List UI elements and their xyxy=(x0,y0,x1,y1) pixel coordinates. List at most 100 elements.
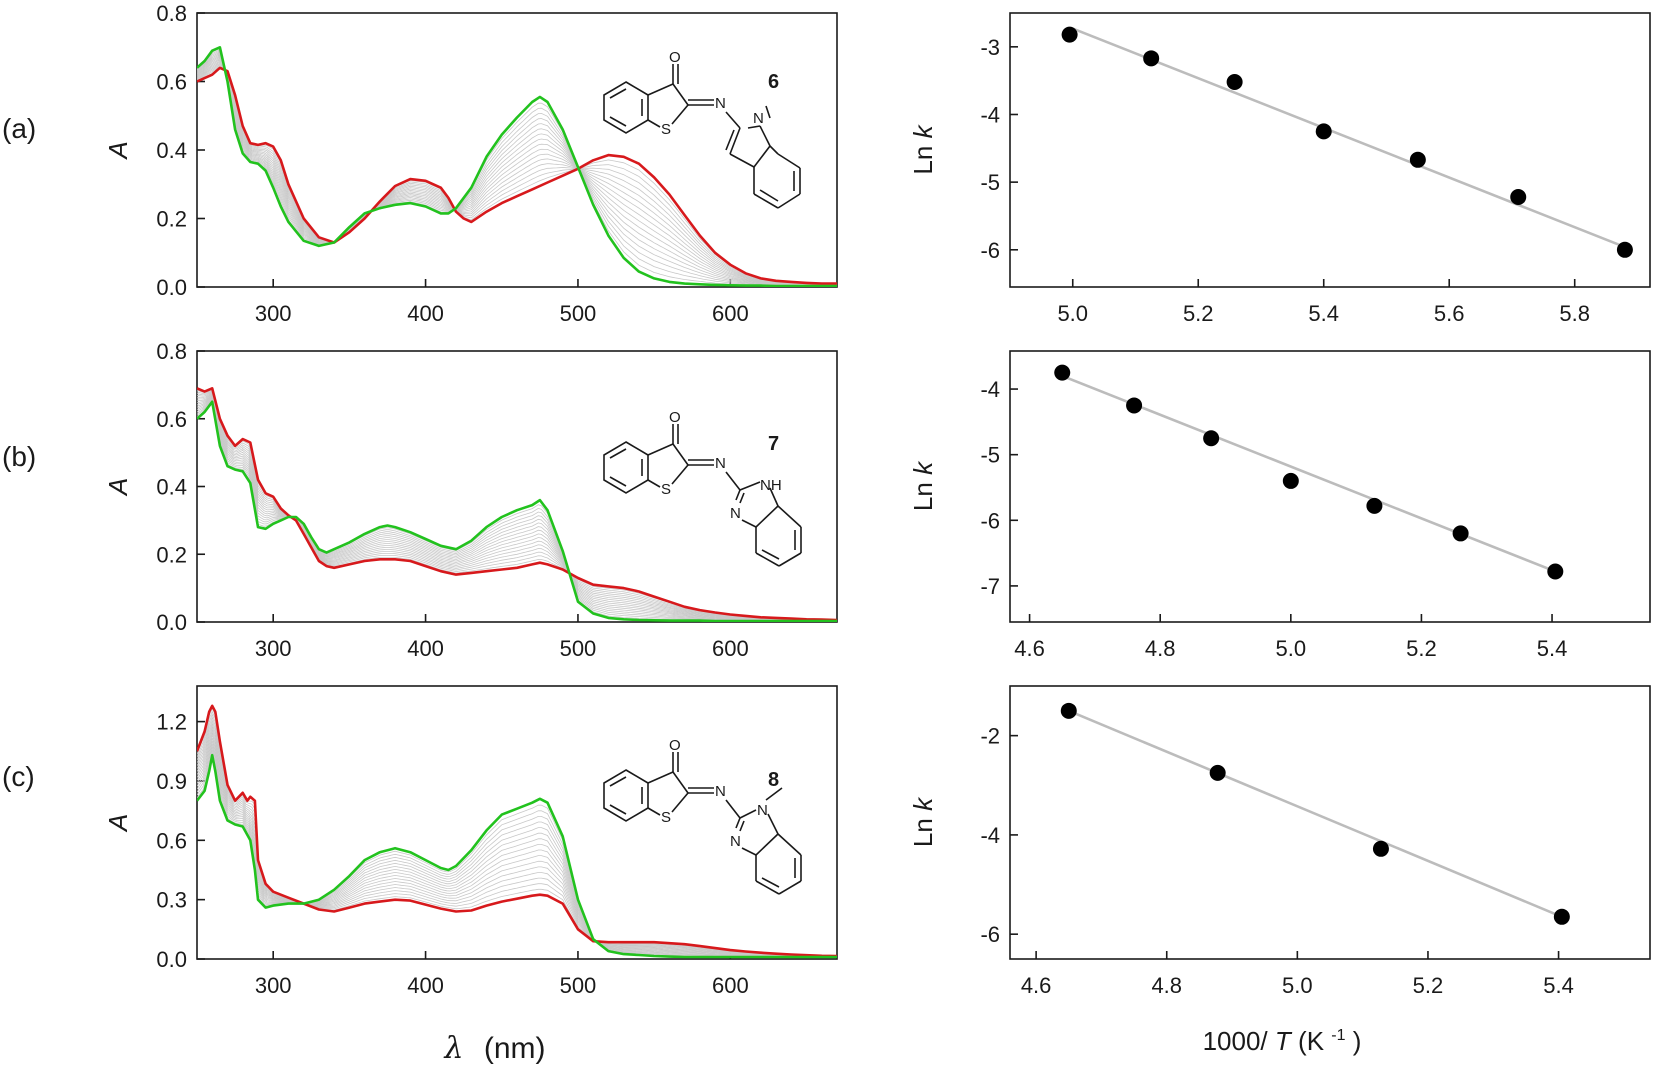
x-tick-label: 600 xyxy=(712,973,749,998)
final-spectrum-line xyxy=(197,386,837,622)
y-tick-label: 0.4 xyxy=(156,475,187,500)
intermediate-trace xyxy=(197,393,837,621)
intermediate-trace xyxy=(197,58,837,286)
y-tick-label: -7 xyxy=(980,574,1000,599)
y-tick-label: -4 xyxy=(980,102,1000,127)
intermediate-trace xyxy=(197,391,837,621)
data-point xyxy=(1616,241,1633,258)
intermediate-trace xyxy=(197,733,837,957)
intermediate-trace xyxy=(197,743,837,958)
y-axis-title-fn: Ln xyxy=(908,138,938,174)
intermediate-trace xyxy=(197,390,837,621)
intermediate-trace xyxy=(197,54,837,286)
intermediate-trace xyxy=(197,67,837,285)
intermediate-trace xyxy=(197,63,837,285)
y-tick-label: 0.6 xyxy=(156,828,187,853)
molecule-structure-8 xyxy=(603,752,802,895)
intermediate-trace xyxy=(197,707,837,957)
intermediate-trace xyxy=(197,740,837,958)
final-spectrum-line xyxy=(197,66,837,285)
arrhenius-chart-c: 4.6 4.8 5.0 5.2 5.4 -6 -4 -2 Ln k xyxy=(908,685,1651,998)
atom-s-7: S xyxy=(661,481,671,498)
atom-s-6: S xyxy=(661,121,671,138)
y-axis-title: A xyxy=(103,814,133,833)
arrhenius-x-axis-var: T xyxy=(1275,1026,1293,1056)
data-point xyxy=(1060,702,1077,719)
atom-n-imine-7: N xyxy=(715,455,726,472)
intermediate-trace xyxy=(197,390,837,621)
x-tick-label: 5.2 xyxy=(1183,301,1214,326)
intermediate-trace xyxy=(197,737,837,958)
intermediate-trace xyxy=(197,724,837,957)
y-tick-label: 0.8 xyxy=(156,339,187,364)
plot-frame xyxy=(196,350,838,623)
data-point xyxy=(1366,497,1383,514)
x-tick-label: 300 xyxy=(255,973,292,998)
intermediate-trace xyxy=(197,392,837,621)
data-point xyxy=(1061,26,1078,43)
initial-spectrum-line xyxy=(197,45,837,287)
x-tick-label: 400 xyxy=(407,973,444,998)
arrhenius-x-axis-title: 1000/ T (K -1 ) xyxy=(1203,1016,1362,1056)
y-axis-title-var: k xyxy=(908,123,938,138)
intermediate-trace xyxy=(197,749,837,958)
intermediate-trace xyxy=(197,53,837,286)
atom-n-methyl-8: N xyxy=(757,802,768,819)
data-point xyxy=(1054,364,1071,381)
compound-label-8: 8 xyxy=(768,769,779,791)
y-axis-title: Ln k xyxy=(908,123,938,174)
y-tick-label: 0.0 xyxy=(156,947,187,972)
x-tick-label: 4.8 xyxy=(1151,973,1182,998)
intermediate-trace xyxy=(197,52,837,286)
x-tick-label: 400 xyxy=(407,636,444,661)
data-point xyxy=(1452,525,1469,542)
data-point xyxy=(1203,430,1220,447)
y-tick-label: -2 xyxy=(980,724,1000,749)
x-tick-label: 5.6 xyxy=(1434,301,1465,326)
intermediate-trace xyxy=(197,56,837,286)
arrhenius-x-axis-unit-suffix: ) xyxy=(1353,1026,1362,1056)
spectra-x-axis-unit: (nm) xyxy=(484,1032,546,1065)
y-axis-title: A xyxy=(103,141,133,160)
spectra-traces xyxy=(197,45,837,287)
y-tick-label: -5 xyxy=(980,170,1000,195)
atom-o-7: O xyxy=(669,409,681,426)
intermediate-trace xyxy=(197,727,837,957)
y-tick-label: 1.2 xyxy=(156,710,187,735)
linear-fit-line xyxy=(1061,374,1556,573)
intermediate-trace xyxy=(197,57,837,286)
y-tick-label: -6 xyxy=(980,922,1000,947)
x-tick-label: 300 xyxy=(255,301,292,326)
atom-s-8: S xyxy=(661,809,671,826)
intermediate-trace xyxy=(197,719,837,957)
intermediate-trace xyxy=(197,51,837,286)
x-tick-label: 500 xyxy=(560,973,597,998)
y-axis-title: Ln k xyxy=(908,796,938,847)
y-tick-label: 0.9 xyxy=(156,769,187,794)
final-spectrum-line xyxy=(197,704,837,958)
intermediate-trace xyxy=(197,62,837,285)
x-tick-label: 5.4 xyxy=(1308,301,1339,326)
x-tick-label: 400 xyxy=(407,301,444,326)
plot-frame xyxy=(1009,12,1651,288)
y-tick-label: 0.4 xyxy=(156,138,187,163)
atom-n-imine-6: N xyxy=(715,95,726,112)
spectra-chart-b: 300 400 500 600 0.0 0.2 0.4 0.6 0.8 A xyxy=(103,339,838,661)
intermediate-trace xyxy=(197,49,837,287)
y-axis-title-var: k xyxy=(908,796,938,811)
x-tick-label: 500 xyxy=(560,636,597,661)
data-point xyxy=(1553,908,1570,925)
y-axis-title-var: A xyxy=(103,814,133,833)
arrhenius-chart-b: 4.6 4.8 5.0 5.2 5.4 -7 -6 -5 -4 Ln k xyxy=(908,350,1651,661)
intermediate-trace xyxy=(197,752,837,958)
y-axis-title-fn: Ln xyxy=(908,475,938,511)
x-tick-label: 5.0 xyxy=(1276,636,1307,661)
spectra-x-axis-title: λ (nm) xyxy=(443,1031,545,1066)
intermediate-trace xyxy=(197,388,837,621)
intermediate-trace xyxy=(197,395,837,621)
x-tick-label: 5.0 xyxy=(1282,973,1313,998)
linear-fit-line xyxy=(1072,27,1626,249)
intermediate-trace xyxy=(197,394,837,621)
intermediate-trace xyxy=(197,396,837,621)
arrhenius-x-axis-unit-exp: -1 xyxy=(1331,1027,1345,1044)
